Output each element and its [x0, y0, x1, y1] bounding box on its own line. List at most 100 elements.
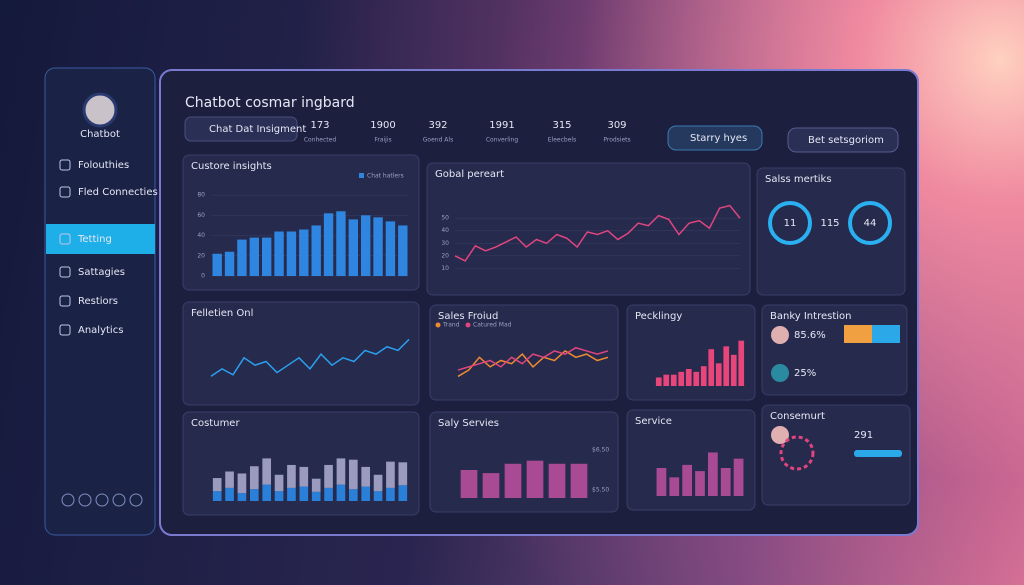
sidebar — [44, 67, 156, 536]
ring-value: 11 — [784, 218, 797, 229]
ring-value: 115 — [820, 218, 839, 229]
social-icon — [129, 493, 143, 507]
bar-segment — [225, 471, 234, 488]
social-icon — [61, 493, 75, 507]
social-icon — [78, 493, 92, 507]
bar-segment — [274, 474, 284, 492]
bar — [678, 371, 685, 386]
bar — [723, 346, 730, 386]
line — [454, 204, 741, 262]
bar — [700, 366, 707, 386]
bar-segment — [262, 484, 272, 501]
bar-segment — [386, 461, 395, 488]
kpi-value: 291 — [854, 430, 873, 441]
dropdown[interactable] — [667, 125, 763, 151]
bar-segment — [212, 478, 222, 492]
stat-label: Fraijis — [374, 137, 391, 144]
bar-segment — [361, 486, 371, 501]
title: Chatbot cosmar ingbard — [185, 95, 355, 111]
bar — [336, 211, 346, 276]
ring — [848, 201, 892, 245]
social-icon — [95, 493, 109, 507]
bar — [656, 468, 667, 496]
bar — [720, 468, 731, 496]
y-tick-label: 50 — [441, 215, 449, 222]
stat-label: Eleecbels — [548, 137, 576, 144]
ring — [768, 201, 812, 245]
button[interactable] — [844, 325, 872, 343]
bar — [212, 253, 222, 276]
bar-segment — [225, 487, 234, 501]
bar-segment — [361, 466, 371, 487]
bar — [274, 231, 284, 276]
panel-title: Consemurt — [770, 411, 825, 422]
profile-name: Chatbot — [80, 129, 120, 140]
bar — [733, 458, 744, 496]
bar-segment — [237, 473, 247, 494]
kpi-value: 25% — [794, 368, 816, 379]
bar — [548, 463, 566, 498]
search-text[interactable]: Chat Dat Insigment — [209, 124, 306, 135]
bar-segment — [336, 458, 346, 485]
bar — [460, 470, 478, 498]
network — [779, 435, 815, 471]
bar-segment — [324, 487, 333, 501]
bar — [738, 340, 745, 386]
panel-title: Service — [635, 416, 672, 427]
bar-segment — [249, 489, 259, 501]
legend-label: Chat hatlers — [367, 173, 404, 180]
panel-title: Pecklingy — [635, 311, 682, 322]
nav-item[interactable]: Analytics — [78, 325, 123, 336]
search-box[interactable] — [184, 116, 298, 142]
bar — [398, 225, 408, 276]
y-tick-label: 40 — [441, 227, 449, 234]
search-box-2[interactable] — [787, 127, 899, 153]
bar-segment — [373, 474, 383, 492]
avatar — [82, 92, 118, 128]
nav-icon — [59, 233, 71, 245]
nav-item[interactable]: Restiors — [78, 296, 118, 307]
bar — [385, 221, 396, 276]
kpi-icon — [771, 426, 789, 444]
panel-title: Saly Servies — [438, 418, 499, 429]
side-label: $6.50 — [592, 447, 609, 454]
nav-active — [46, 224, 155, 254]
nav-icon — [59, 324, 71, 336]
nav-item[interactable]: Folouthies — [78, 160, 129, 171]
bar — [373, 217, 383, 276]
nav-item[interactable]: Sattagies — [78, 267, 125, 278]
y-tick-label: 30 — [441, 240, 449, 247]
legend-label: Trand — [442, 322, 460, 329]
side-label: $5.50 — [592, 487, 609, 494]
bar-segment — [287, 487, 296, 501]
panel-title: Custore insights — [191, 161, 272, 172]
bar-segment — [373, 491, 383, 501]
bar-segment — [336, 484, 346, 501]
legend-label: Catured Mad — [473, 322, 512, 329]
button[interactable] — [872, 325, 900, 343]
bar-segment — [212, 491, 222, 501]
nav-item[interactable]: Fled Connecties — [78, 187, 158, 198]
bar-segment — [262, 458, 272, 485]
search-text-2[interactable]: Bet setsgoriom — [808, 135, 884, 146]
panel-title: Costumer — [191, 418, 240, 429]
nav-item[interactable]: Tetting — [77, 234, 112, 245]
bar — [715, 363, 722, 386]
bar — [685, 369, 692, 386]
y-tick-label: 60 — [197, 212, 205, 219]
stat-value: 392 — [428, 120, 447, 131]
nav-icon — [59, 186, 71, 198]
dropdown-text[interactable]: Starry hyes — [690, 133, 747, 144]
ring-value: 44 — [864, 218, 877, 229]
panel — [426, 162, 751, 296]
bar — [707, 452, 718, 496]
stat-label: Prodsiets — [603, 137, 630, 144]
bar-segment — [398, 485, 408, 501]
bar-segment — [348, 459, 358, 490]
bar-segment — [237, 493, 247, 501]
bar — [655, 377, 662, 386]
panel-title: Sales Froiud — [438, 311, 498, 322]
kpi-icon — [771, 326, 789, 344]
